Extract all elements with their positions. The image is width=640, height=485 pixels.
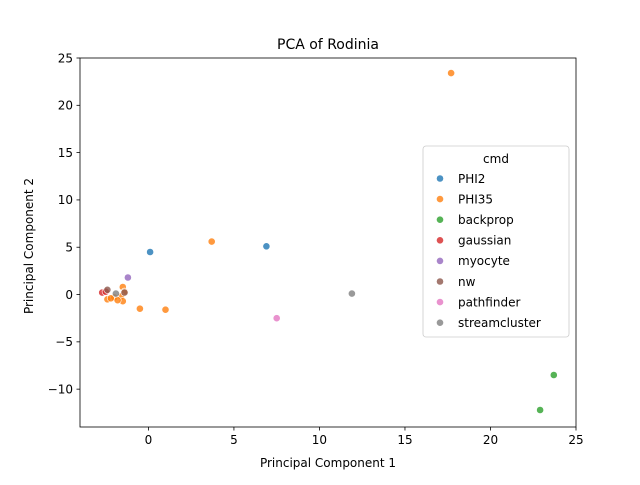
legend-marker-backprop (436, 215, 444, 224)
x-tick-label: 25 (568, 433, 583, 447)
data-point-phi35 (161, 305, 170, 314)
x-tick-label: 10 (312, 433, 327, 447)
data-point-phi35 (106, 294, 115, 303)
series-streamcluster (112, 289, 356, 298)
data-point-phi2 (146, 248, 154, 256)
x-tick-label: 15 (397, 433, 412, 447)
legend-marker-myocyte (436, 256, 444, 265)
legend-title: cmd (483, 152, 509, 166)
y-tick-label: 10 (58, 193, 73, 207)
legend-marker-phi2 (436, 174, 444, 183)
data-point-myocyte (124, 273, 132, 282)
data-point-streamcluster (347, 289, 356, 298)
legend-label-myocyte: myocyte (458, 254, 510, 268)
legend-marker-phi35 (436, 195, 444, 203)
y-tick-label: 25 (58, 51, 73, 65)
y-tick-label: −10 (48, 382, 73, 396)
legend-box (422, 145, 570, 338)
series-nw (103, 285, 129, 297)
legend-label-phi2: PHI2 (458, 172, 485, 186)
data-point-phi35 (207, 237, 216, 246)
legend-label-pathfinder: pathfinder (458, 295, 520, 309)
legend-marker-streamcluster (436, 318, 444, 327)
legend-marker-pathfinder (436, 298, 444, 306)
legend-label-phi35: PHI35 (458, 192, 493, 206)
x-tick-label: 20 (483, 433, 498, 447)
x-tick-label: 5 (230, 433, 238, 447)
series-backprop (536, 371, 558, 414)
legend-marker-gaussian (436, 236, 444, 245)
plot-area: 0 5 10 15 20 25 −10 −5 0 5 10 15 20 25 (48, 51, 584, 447)
y-tick-label: 0 (65, 288, 73, 302)
series-myocyte (124, 273, 132, 282)
legend-label-gaussian: gaussian (458, 234, 511, 248)
y-tick-label: 5 (65, 241, 73, 255)
data-point-nw (120, 288, 129, 297)
legend-label-streamcluster: streamcluster (458, 316, 541, 330)
y-tick-label: 20 (58, 99, 73, 113)
data-point-phi35 (447, 69, 455, 77)
data-point-streamcluster (112, 289, 120, 298)
data-point-phi35 (135, 304, 144, 313)
series-phi2 (146, 242, 271, 256)
x-axis-title: Principal Component 1 (260, 456, 396, 470)
y-tick-label: 15 (58, 146, 73, 160)
data-point-pathfinder (272, 314, 281, 323)
legend-label-backprop: backprop (458, 213, 514, 227)
data-point-phi35 (113, 296, 122, 305)
legend-label-nw: nw (458, 275, 476, 289)
legend: cmd PHI2 PHI35 backprop gaussian myocyte nw pat… (422, 145, 570, 338)
data-point-backprop (549, 371, 558, 379)
y-axis-title: Principal Component 2 (22, 178, 36, 314)
legend-marker-nw (436, 277, 444, 286)
x-tick-label: 0 (145, 433, 153, 447)
series-pathfinder (272, 314, 281, 323)
data-point-phi2 (262, 242, 271, 251)
chart-title: PCA of Rodinia (277, 37, 379, 53)
data-point-nw (103, 285, 112, 294)
plot-frame (79, 57, 577, 428)
y-tick-label: −5 (55, 335, 73, 349)
data-point-backprop (536, 406, 544, 414)
